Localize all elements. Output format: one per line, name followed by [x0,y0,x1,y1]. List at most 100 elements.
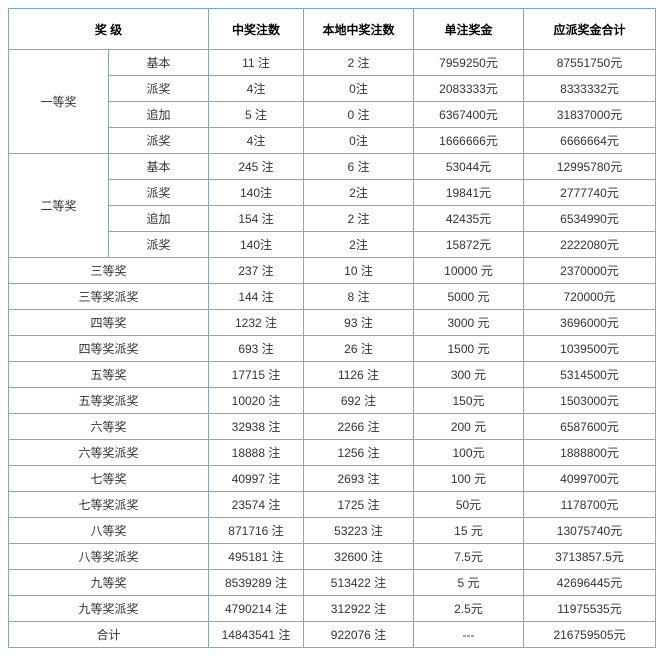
local-cell: 93 注 [304,310,414,336]
prize-cell: 15 元 [414,518,524,544]
prize-cell: 300 元 [414,362,524,388]
subtype-cell: 基本 [109,50,209,76]
table-row: 六等奖派奖18888 注1256 注100元1888800元 [9,440,656,466]
table-row: 七等奖派奖23574 注1725 注50元1178700元 [9,492,656,518]
bets-cell: 8539289 注 [209,570,304,596]
subtype-cell: 派奖 [109,76,209,102]
table-row: 合计14843541 注922076 注---216759505元 [9,622,656,648]
bets-cell: 40997 注 [209,466,304,492]
table-row: 五等奖派奖10020 注692 注150元1503000元 [9,388,656,414]
tier-name-cell: 九等奖派奖 [9,596,209,622]
total-cell: 11975535元 [524,596,656,622]
local-cell: 922076 注 [304,622,414,648]
bets-cell: 23574 注 [209,492,304,518]
tier-name-cell: 九等奖 [9,570,209,596]
prize-cell: 2.5元 [414,596,524,622]
subtype-cell: 派奖 [109,128,209,154]
local-cell: 1126 注 [304,362,414,388]
tier-name-cell: 三等奖派奖 [9,284,209,310]
local-cell: 2693 注 [304,466,414,492]
prize-cell: 10000 元 [414,258,524,284]
local-cell: 513422 注 [304,570,414,596]
bets-cell: 4注 [209,76,304,102]
total-cell: 8333332元 [524,76,656,102]
tier-name-cell: 八等奖派奖 [9,544,209,570]
prize-cell: 15872元 [414,232,524,258]
table-row: 九等奖8539289 注513422 注5 元42696445元 [9,570,656,596]
subtype-cell: 追加 [109,102,209,128]
local-cell: 1725 注 [304,492,414,518]
total-cell: 2777740元 [524,180,656,206]
bets-cell: 140注 [209,180,304,206]
total-cell: 1503000元 [524,388,656,414]
bets-cell: 237 注 [209,258,304,284]
header-bets: 中奖注数 [209,9,304,50]
bets-cell: 32938 注 [209,414,304,440]
total-cell: 6666664元 [524,128,656,154]
local-cell: 2 注 [304,206,414,232]
local-cell: 10 注 [304,258,414,284]
header-row: 奖 级 中奖注数 本地中奖注数 单注奖金 应派奖金合计 [9,9,656,50]
table-row: 四等奖1232 注93 注3000 元3696000元 [9,310,656,336]
prize-cell: 1666666元 [414,128,524,154]
total-cell: 1178700元 [524,492,656,518]
prize-cell: 3000 元 [414,310,524,336]
table-row: 六等奖32938 注2266 注200 元6587600元 [9,414,656,440]
prize-cell: 50元 [414,492,524,518]
prize-cell: 1500 元 [414,336,524,362]
local-cell: 26 注 [304,336,414,362]
prize-cell: 200 元 [414,414,524,440]
table-row: 八等奖871716 注53223 注15 元13075740元 [9,518,656,544]
tier-name-cell: 三等奖 [9,258,209,284]
local-cell: 1256 注 [304,440,414,466]
header-prize: 单注奖金 [414,9,524,50]
prize-cell: 5000 元 [414,284,524,310]
bets-cell: 140注 [209,232,304,258]
local-cell: 2注 [304,180,414,206]
prize-cell: 7.5元 [414,544,524,570]
prize-cell: 100元 [414,440,524,466]
total-cell: 2370000元 [524,258,656,284]
total-cell: 42696445元 [524,570,656,596]
bets-cell: 245 注 [209,154,304,180]
table-row: 三等奖237 注10 注10000 元2370000元 [9,258,656,284]
prize-cell: 42435元 [414,206,524,232]
local-cell: 2 注 [304,50,414,76]
prize-cell: 2083333元 [414,76,524,102]
local-cell: 2注 [304,232,414,258]
local-cell: 32600 注 [304,544,414,570]
prize-cell: 7959250元 [414,50,524,76]
total-cell: 1888800元 [524,440,656,466]
bets-cell: 693 注 [209,336,304,362]
local-cell: 6 注 [304,154,414,180]
total-cell: 6587600元 [524,414,656,440]
bets-cell: 4790214 注 [209,596,304,622]
tier-name-cell: 七等奖派奖 [9,492,209,518]
total-cell: 1039500元 [524,336,656,362]
bets-cell: 4注 [209,128,304,154]
tier-name-cell: 六等奖 [9,414,209,440]
total-cell: 5314500元 [524,362,656,388]
tier-name-cell: 合计 [9,622,209,648]
tier-name-cell: 六等奖派奖 [9,440,209,466]
local-cell: 8 注 [304,284,414,310]
total-cell: 13075740元 [524,518,656,544]
bets-cell: 495181 注 [209,544,304,570]
local-cell: 2266 注 [304,414,414,440]
total-cell: 720000元 [524,284,656,310]
tier-name-cell: 五等奖 [9,362,209,388]
prize-cell: 6367400元 [414,102,524,128]
prize-cell: 100 元 [414,466,524,492]
header-total: 应派奖金合计 [524,9,656,50]
prize-cell: 53044元 [414,154,524,180]
bets-cell: 17715 注 [209,362,304,388]
total-cell: 31837000元 [524,102,656,128]
subtype-cell: 派奖 [109,180,209,206]
prize-cell: 5 元 [414,570,524,596]
table-row: 八等奖派奖495181 注32600 注7.5元3713857.5元 [9,544,656,570]
bets-cell: 14843541 注 [209,622,304,648]
header-tier: 奖 级 [9,9,209,50]
tier-name-cell: 四等奖 [9,310,209,336]
total-cell: 216759505元 [524,622,656,648]
local-cell: 692 注 [304,388,414,414]
